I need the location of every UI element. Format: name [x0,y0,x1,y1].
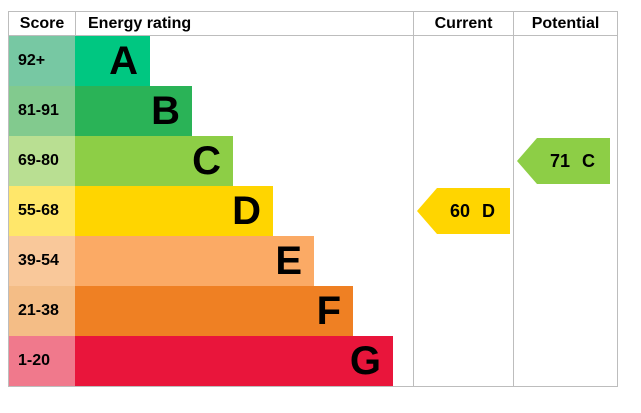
current-column-divider [413,12,414,386]
potential-column-header: Potential [531,15,600,32]
epc-rating-table: Score Energy rating Current Potential 60… [8,11,618,387]
band-bar: G [75,336,393,386]
current-rating-pointer: 60 D [417,188,510,234]
band-letter: C [192,139,221,183]
band-score-range: 21-38 [9,286,75,336]
band-score-range: 81-91 [9,86,75,136]
band-score-range: 55-68 [9,186,75,236]
band-bar: A [75,36,150,86]
current-rating-band: D [482,200,496,221]
band-row: 92+ A [9,36,617,86]
potential-rating-value: 71 [549,150,571,171]
current-column-header: Current [434,15,493,32]
band-row: 1-20 G [9,336,617,386]
band-score-range: 69-80 [9,136,75,186]
energy-rating-column-header: Energy rating [88,15,192,32]
band-row: 55-68 D [9,186,617,236]
band-score-range: 1-20 [9,336,75,386]
band-bar: E [75,236,314,286]
potential-column-divider [513,12,514,386]
table-header: Score Energy rating Current Potential [9,12,617,36]
band-letter: B [151,89,180,133]
band-row: 69-80 C [9,136,617,186]
potential-rating-band: C [582,150,596,171]
band-bar: B [75,86,192,136]
band-row: 81-91 B [9,86,617,136]
band-letter: F [316,289,341,333]
bands-area: 60 D 71 C 92+ A 81-91 B 69-80 C [9,36,617,386]
band-bar: F [75,286,353,336]
band-row: 39-54 E [9,236,617,286]
band-row: 21-38 F [9,286,617,336]
score-column-divider [75,12,76,35]
score-column-header: Score [19,15,65,32]
band-score-range: 92+ [9,36,75,86]
band-score-range: 39-54 [9,236,75,286]
band-letter: A [109,39,138,83]
potential-rating-pointer: 71 C [517,138,610,184]
band-letter: G [349,339,381,383]
band-letter: E [275,239,302,283]
band-bar: D [75,186,273,236]
band-letter: D [232,189,261,233]
band-bar: C [75,136,233,186]
current-rating-value: 60 [449,200,471,221]
